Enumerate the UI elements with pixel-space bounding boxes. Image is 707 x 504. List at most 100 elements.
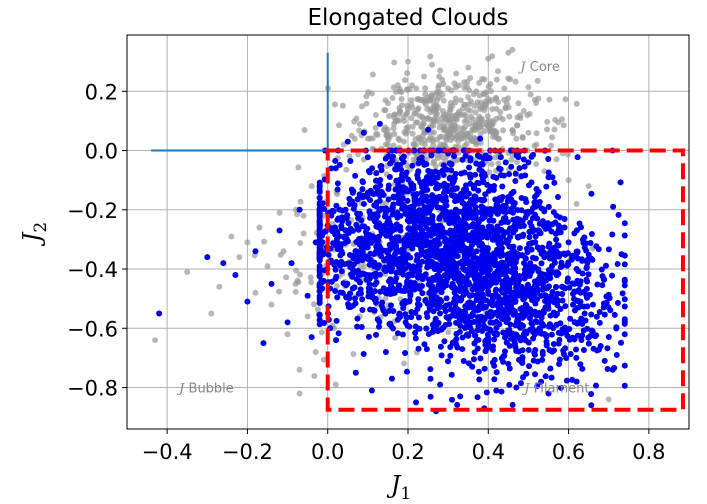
selected-point [452,290,458,296]
selected-point [463,267,469,273]
data-point [440,108,446,114]
selected-point [446,230,452,236]
selected-point [518,173,524,179]
selected-point [570,253,576,259]
selected-point [419,249,425,255]
selected-point [562,325,568,331]
data-point [152,337,158,343]
selected-point [491,376,497,382]
selected-point [389,376,395,382]
selected-point [399,269,405,275]
selected-point [479,328,485,334]
data-point [313,349,319,355]
data-point [606,396,612,402]
selected-point [463,182,469,188]
selected-point [459,242,465,248]
selected-point [350,190,356,196]
selected-point [615,261,621,267]
selected-point [424,310,430,316]
selected-point [393,260,399,266]
selected-point [402,288,408,294]
selected-point [429,329,435,335]
data-point [500,127,506,133]
selected-point [438,344,444,350]
selected-point [546,283,552,289]
selected-point [456,270,462,276]
selected-point [588,191,594,197]
data-point [285,331,291,337]
data-point [510,130,516,136]
selected-point [461,311,467,317]
selected-point [333,337,339,343]
selected-point [580,271,586,277]
data-point [373,131,379,137]
selected-point [573,347,579,353]
selected-point [556,330,562,336]
data-point [509,47,515,53]
data-point [301,230,307,236]
selected-point [529,247,535,253]
data-point [525,84,531,90]
selected-point [353,370,359,376]
selected-point [443,260,449,266]
selected-point [415,275,421,281]
data-point [430,123,436,129]
selected-point [547,255,553,261]
selected-point [562,225,568,231]
selected-point [543,339,549,345]
selected-point [502,265,508,271]
data-point [370,72,376,78]
data-point [453,71,459,77]
data-point [430,160,436,166]
selected-point [501,204,507,210]
selected-point [354,324,360,330]
selected-point [405,272,411,278]
selected-point [449,372,455,378]
selected-point [575,154,581,160]
selected-point [441,172,447,178]
selected-point [515,235,521,241]
data-point [535,78,541,84]
data-point [393,118,399,124]
selected-point [433,242,439,248]
selected-point [332,231,338,237]
selected-point [353,222,359,228]
selected-point [493,175,499,181]
selected-point [389,291,395,297]
selected-point [529,229,535,235]
selected-point [334,294,340,300]
selected-point [339,268,345,274]
data-point [495,99,501,105]
selected-point [346,230,352,236]
selected-point [487,327,493,333]
data-point [445,85,451,91]
selected-point [602,358,608,364]
selected-point [507,234,513,240]
selected-point [577,220,583,226]
selected-point [416,314,422,320]
selected-point [541,223,547,229]
selected-point [387,278,393,284]
data-point [433,91,439,97]
selected-point [495,240,501,246]
selected-point [505,361,511,367]
selected-point [603,263,609,269]
selected-point [333,274,339,280]
selected-point [620,290,626,296]
selected-point [434,273,440,279]
selected-point [517,306,523,312]
selected-point [498,389,504,395]
selected-point [409,309,415,315]
selected-point [456,321,462,327]
data-point [357,121,363,127]
selected-point [332,158,338,164]
selected-point [414,258,420,264]
data-point [297,367,303,373]
selected-point [454,402,460,408]
selected-point [379,167,385,173]
selected-points-layer [156,121,628,414]
selected-point [536,202,542,208]
selected-point [622,253,628,259]
selected-point [469,364,475,370]
selected-point [413,323,419,329]
